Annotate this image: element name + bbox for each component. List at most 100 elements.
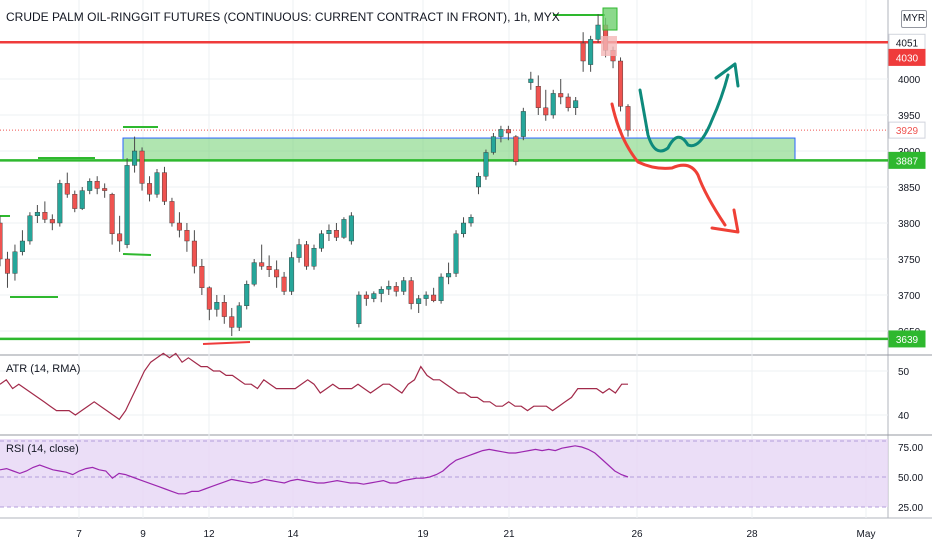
y-tick-label: 3750 <box>898 255 921 266</box>
candle-body <box>244 284 250 307</box>
atr-tick-label: 40 <box>898 411 910 422</box>
candle-body <box>625 106 631 131</box>
candle-body <box>161 172 167 202</box>
candle-body <box>169 201 175 224</box>
candle-body <box>431 294 437 301</box>
candle-body <box>57 183 63 224</box>
candle-body <box>348 215 354 242</box>
candle-body <box>251 262 257 285</box>
candle-body <box>483 152 489 177</box>
y-tick-label: 3800 <box>898 219 921 230</box>
candle-body <box>87 181 93 191</box>
bearish-scenario-path <box>610 102 727 227</box>
candle-body <box>386 286 392 290</box>
candle-body <box>371 293 377 299</box>
rsi-line <box>0 445 629 495</box>
annotation-line <box>122 253 152 256</box>
candle-body <box>117 233 123 242</box>
candle-body <box>408 280 414 304</box>
candle-body <box>595 24 601 40</box>
candle-body <box>393 286 399 292</box>
candle-body <box>64 183 70 195</box>
x-tick-label: 28 <box>746 529 758 540</box>
candle-body <box>573 100 579 108</box>
candle-body <box>550 93 556 116</box>
chart-title: CRUDE PALM OIL-RINGGIT FUTURES (CONTINUO… <box>6 10 560 24</box>
candle-body <box>498 129 504 137</box>
candle-body <box>289 257 295 292</box>
candle-body <box>461 222 467 235</box>
candle-body <box>19 240 25 253</box>
candle-body <box>543 107 549 116</box>
rsi-tick-label: 50.00 <box>898 473 923 484</box>
candle-body <box>42 211 48 220</box>
candle-body <box>363 294 369 299</box>
candle-body <box>27 215 33 242</box>
x-tick-label: 26 <box>631 529 643 540</box>
candle-body <box>580 42 586 62</box>
bullish-arrowhead <box>714 62 740 88</box>
atr-line <box>0 352 628 421</box>
highlight-box <box>602 7 618 31</box>
price-label: 4051 <box>896 38 919 49</box>
x-tick-label: 7 <box>76 529 82 540</box>
candle-body <box>446 273 452 278</box>
bearish-arrowhead <box>710 208 740 234</box>
x-tick-label: 14 <box>287 529 299 540</box>
rsi-tick-label: 25.00 <box>898 503 923 514</box>
price-label-bg <box>888 121 926 139</box>
rsi-band <box>0 439 888 507</box>
candle-body <box>490 136 496 153</box>
price-axis-background <box>888 0 932 550</box>
candle-body <box>214 302 220 310</box>
rsi-tick-label: 75.00 <box>898 443 923 454</box>
candle-body <box>423 294 429 299</box>
candle-body <box>356 294 362 324</box>
candle-body <box>176 222 182 231</box>
atr-tick-label: 50 <box>898 367 910 378</box>
candle-body <box>438 276 444 301</box>
price-label-bg <box>888 48 926 66</box>
price-label: 3929 <box>896 126 919 137</box>
candle-body <box>94 181 100 189</box>
candle-body <box>102 188 108 191</box>
price-label-bg <box>888 330 926 348</box>
candle-body <box>326 229 332 234</box>
y-tick-label: 4000 <box>898 75 921 86</box>
candle-body <box>528 78 534 83</box>
candle-body <box>475 175 481 188</box>
candle-body <box>304 244 310 267</box>
candle-body <box>132 150 138 166</box>
x-tick-label: 21 <box>503 529 515 540</box>
price-label-bg <box>888 151 926 169</box>
candle-body <box>468 217 474 224</box>
candle-body <box>416 298 422 304</box>
candle-body <box>453 233 459 274</box>
candle-body <box>79 190 85 209</box>
candle-body <box>565 96 571 109</box>
candle-body <box>505 129 511 134</box>
candle-body <box>333 229 339 238</box>
candle-body <box>401 280 407 292</box>
bullish-scenario-path <box>638 73 730 153</box>
candle-body <box>274 269 280 278</box>
rsi-pane-title: RSI (14, close) <box>6 443 79 455</box>
highlight-box <box>601 36 617 56</box>
x-tick-label: 19 <box>417 529 429 540</box>
y-tick-label: 3850 <box>898 183 921 194</box>
candle-body <box>378 289 384 294</box>
candle-body <box>184 229 190 242</box>
candle-body <box>296 244 302 258</box>
candle-body <box>618 60 624 107</box>
candle-body <box>154 172 160 195</box>
candle-body <box>4 258 10 274</box>
candle-body <box>236 305 242 328</box>
candle-body <box>191 240 197 267</box>
candle-body <box>558 93 564 98</box>
currency-badge[interactable]: MYR <box>901 10 927 28</box>
candle-body <box>109 193 115 234</box>
candle-body <box>266 266 272 271</box>
candle-body <box>520 111 526 137</box>
annotation-line <box>202 341 251 345</box>
